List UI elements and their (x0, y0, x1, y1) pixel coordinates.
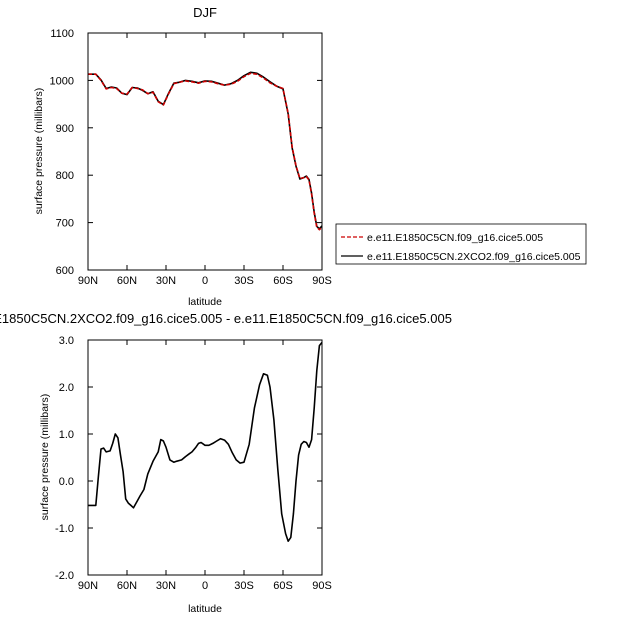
top-x-tick-label: 60N (117, 275, 137, 287)
bottom-x-tick-label: 60S (273, 580, 293, 592)
top-lines (88, 71, 323, 231)
legend-entry-2xco2: e.e11.E1850C5CN.2XCO2.f09_g16.cice5.005 (367, 251, 581, 263)
top-y-tick-label: 1000 (50, 75, 74, 87)
bottom-y-axis-label: surface pressure (millibars) (39, 394, 51, 521)
legend-entry-control: e.e11.E1850C5CN.f09_g16.cice5.005 (367, 232, 543, 244)
bottom-title: e.e11.E1850C5CN.2XCO2.f09_g16.cice5.005 … (0, 311, 452, 326)
legend-box (335, 223, 587, 265)
bottom-x-tick-label: 90N (78, 580, 98, 592)
top-series-line-1 (88, 71, 323, 230)
top-x-tick-label: 0 (202, 275, 208, 287)
bottom-ticks: 90N 60N 30N 0 30S 60S 90S -2.0 -1.0 0.0 1.0 2.0 3.0 (55, 335, 332, 592)
top-y-tick-label: 800 (56, 170, 74, 182)
top-y-tick-label: 1100 (50, 28, 74, 40)
top-x-tick-label: 90N (78, 275, 98, 287)
bottom-x-axis-label: latitude (188, 603, 222, 615)
bottom-y-tick-label: 2.0 (59, 382, 74, 394)
bottom-panel: e.e11.E1850C5CN.2XCO2.f09_g16.cice5.005 … (0, 311, 452, 615)
bottom-lines (88, 341, 323, 543)
bottom-series-line-0 (88, 341, 323, 543)
top-ticks: 90N 60N 30N 0 30S 60S 90S 600 700 800 900 1000 1100 (50, 28, 332, 287)
top-x-tick-label: 30N (156, 275, 176, 287)
top-y-tick-label: 600 (56, 265, 74, 277)
bottom-y-tick-label: -1.0 (55, 523, 74, 535)
top-plot-frame (87, 32, 323, 271)
top-x-tick-label: 60S (273, 275, 293, 287)
top-y-tick-label: 900 (56, 123, 74, 135)
top-y-tick-label: 700 (56, 218, 74, 230)
bottom-y-tick-label: 0.0 (59, 476, 74, 488)
top-x-tick-label: 90S (312, 275, 332, 287)
top-y-axis-label: surface pressure (millibars) (33, 88, 45, 215)
bottom-x-tick-label: 90S (312, 580, 332, 592)
top-x-axis-label: latitude (188, 296, 222, 308)
bottom-y-tick-label: 1.0 (59, 429, 74, 441)
top-series-line-0 (88, 72, 323, 231)
legend: e.e11.E1850C5CN.f09_g16.cice5.005 e.e11.… (335, 223, 587, 265)
bottom-plot-frame (87, 339, 323, 576)
bottom-x-tick-label: 30S (234, 580, 254, 592)
top-title: DJF (193, 5, 217, 20)
bottom-x-tick-label: 30N (156, 580, 176, 592)
bottom-y-tick-label: -2.0 (55, 570, 74, 582)
bottom-x-tick-label: 60N (117, 580, 137, 592)
bottom-y-tick-label: 3.0 (59, 335, 74, 347)
bottom-x-tick-label: 0 (202, 580, 208, 592)
top-x-tick-label: 30S (234, 275, 254, 287)
top-panel: DJF surface pressure (millibars) latitud… (33, 5, 332, 308)
